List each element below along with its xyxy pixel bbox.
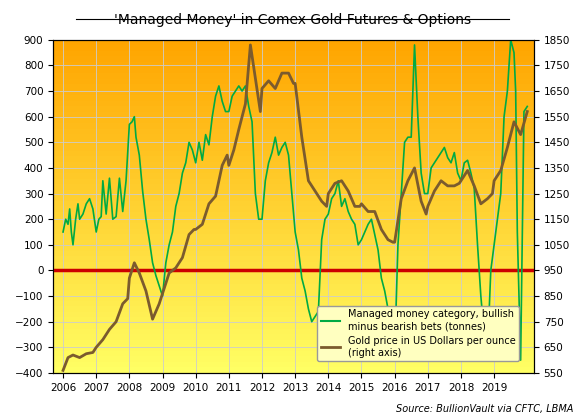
Bar <box>53 278 534 284</box>
Bar <box>53 40 534 45</box>
Bar <box>53 245 534 251</box>
Bar <box>53 56 534 62</box>
Bar <box>53 367 534 373</box>
Bar <box>53 73 534 79</box>
Bar <box>53 240 534 245</box>
Bar <box>53 156 534 162</box>
Bar <box>53 162 534 168</box>
Legend: Managed money category, bullish
minus bearish bets (tonnes), Gold price in US Do: Managed money category, bullish minus be… <box>316 306 519 362</box>
Bar <box>53 79 534 84</box>
Bar <box>53 178 534 184</box>
Bar <box>53 223 534 228</box>
Bar <box>53 45 534 51</box>
Bar <box>53 201 534 206</box>
Bar <box>53 339 534 345</box>
Bar <box>53 301 534 306</box>
Bar <box>53 117 534 123</box>
Bar <box>53 306 534 312</box>
Bar <box>53 195 534 201</box>
Bar <box>53 290 534 295</box>
Bar <box>53 256 534 262</box>
Bar <box>53 67 534 73</box>
Bar <box>53 95 534 101</box>
Bar <box>53 356 534 362</box>
Bar <box>53 51 534 57</box>
Bar <box>53 190 534 195</box>
Bar <box>53 167 534 173</box>
Bar <box>53 251 534 256</box>
Bar <box>53 206 534 212</box>
Bar <box>53 140 534 145</box>
Bar <box>53 284 534 290</box>
Bar <box>53 345 534 351</box>
Bar <box>53 351 534 356</box>
Bar <box>53 145 534 151</box>
Text: Source: BullionVault via CFTC, LBMA: Source: BullionVault via CFTC, LBMA <box>396 404 573 414</box>
Bar <box>53 212 534 218</box>
Bar <box>53 217 534 223</box>
Text: 'Managed Money' in Comex Gold Futures & Options: 'Managed Money' in Comex Gold Futures & … <box>114 13 471 27</box>
Bar <box>53 312 534 317</box>
Bar <box>53 89 534 95</box>
Bar <box>53 323 534 329</box>
Bar <box>53 295 534 301</box>
Bar <box>53 84 534 90</box>
Bar <box>53 106 534 112</box>
Bar <box>53 123 534 129</box>
Bar <box>53 234 534 240</box>
Bar <box>53 273 534 279</box>
Bar <box>53 362 534 367</box>
Bar <box>53 184 534 190</box>
Bar <box>53 173 534 178</box>
Bar <box>53 134 534 140</box>
Bar <box>53 317 534 323</box>
Bar <box>53 62 534 67</box>
Bar <box>53 262 534 267</box>
Bar <box>53 129 534 134</box>
Bar <box>53 112 534 118</box>
Bar <box>53 267 534 273</box>
Bar <box>53 228 534 234</box>
Bar <box>53 334 534 339</box>
Bar <box>53 101 534 106</box>
Bar <box>53 151 534 156</box>
Bar <box>53 328 534 334</box>
